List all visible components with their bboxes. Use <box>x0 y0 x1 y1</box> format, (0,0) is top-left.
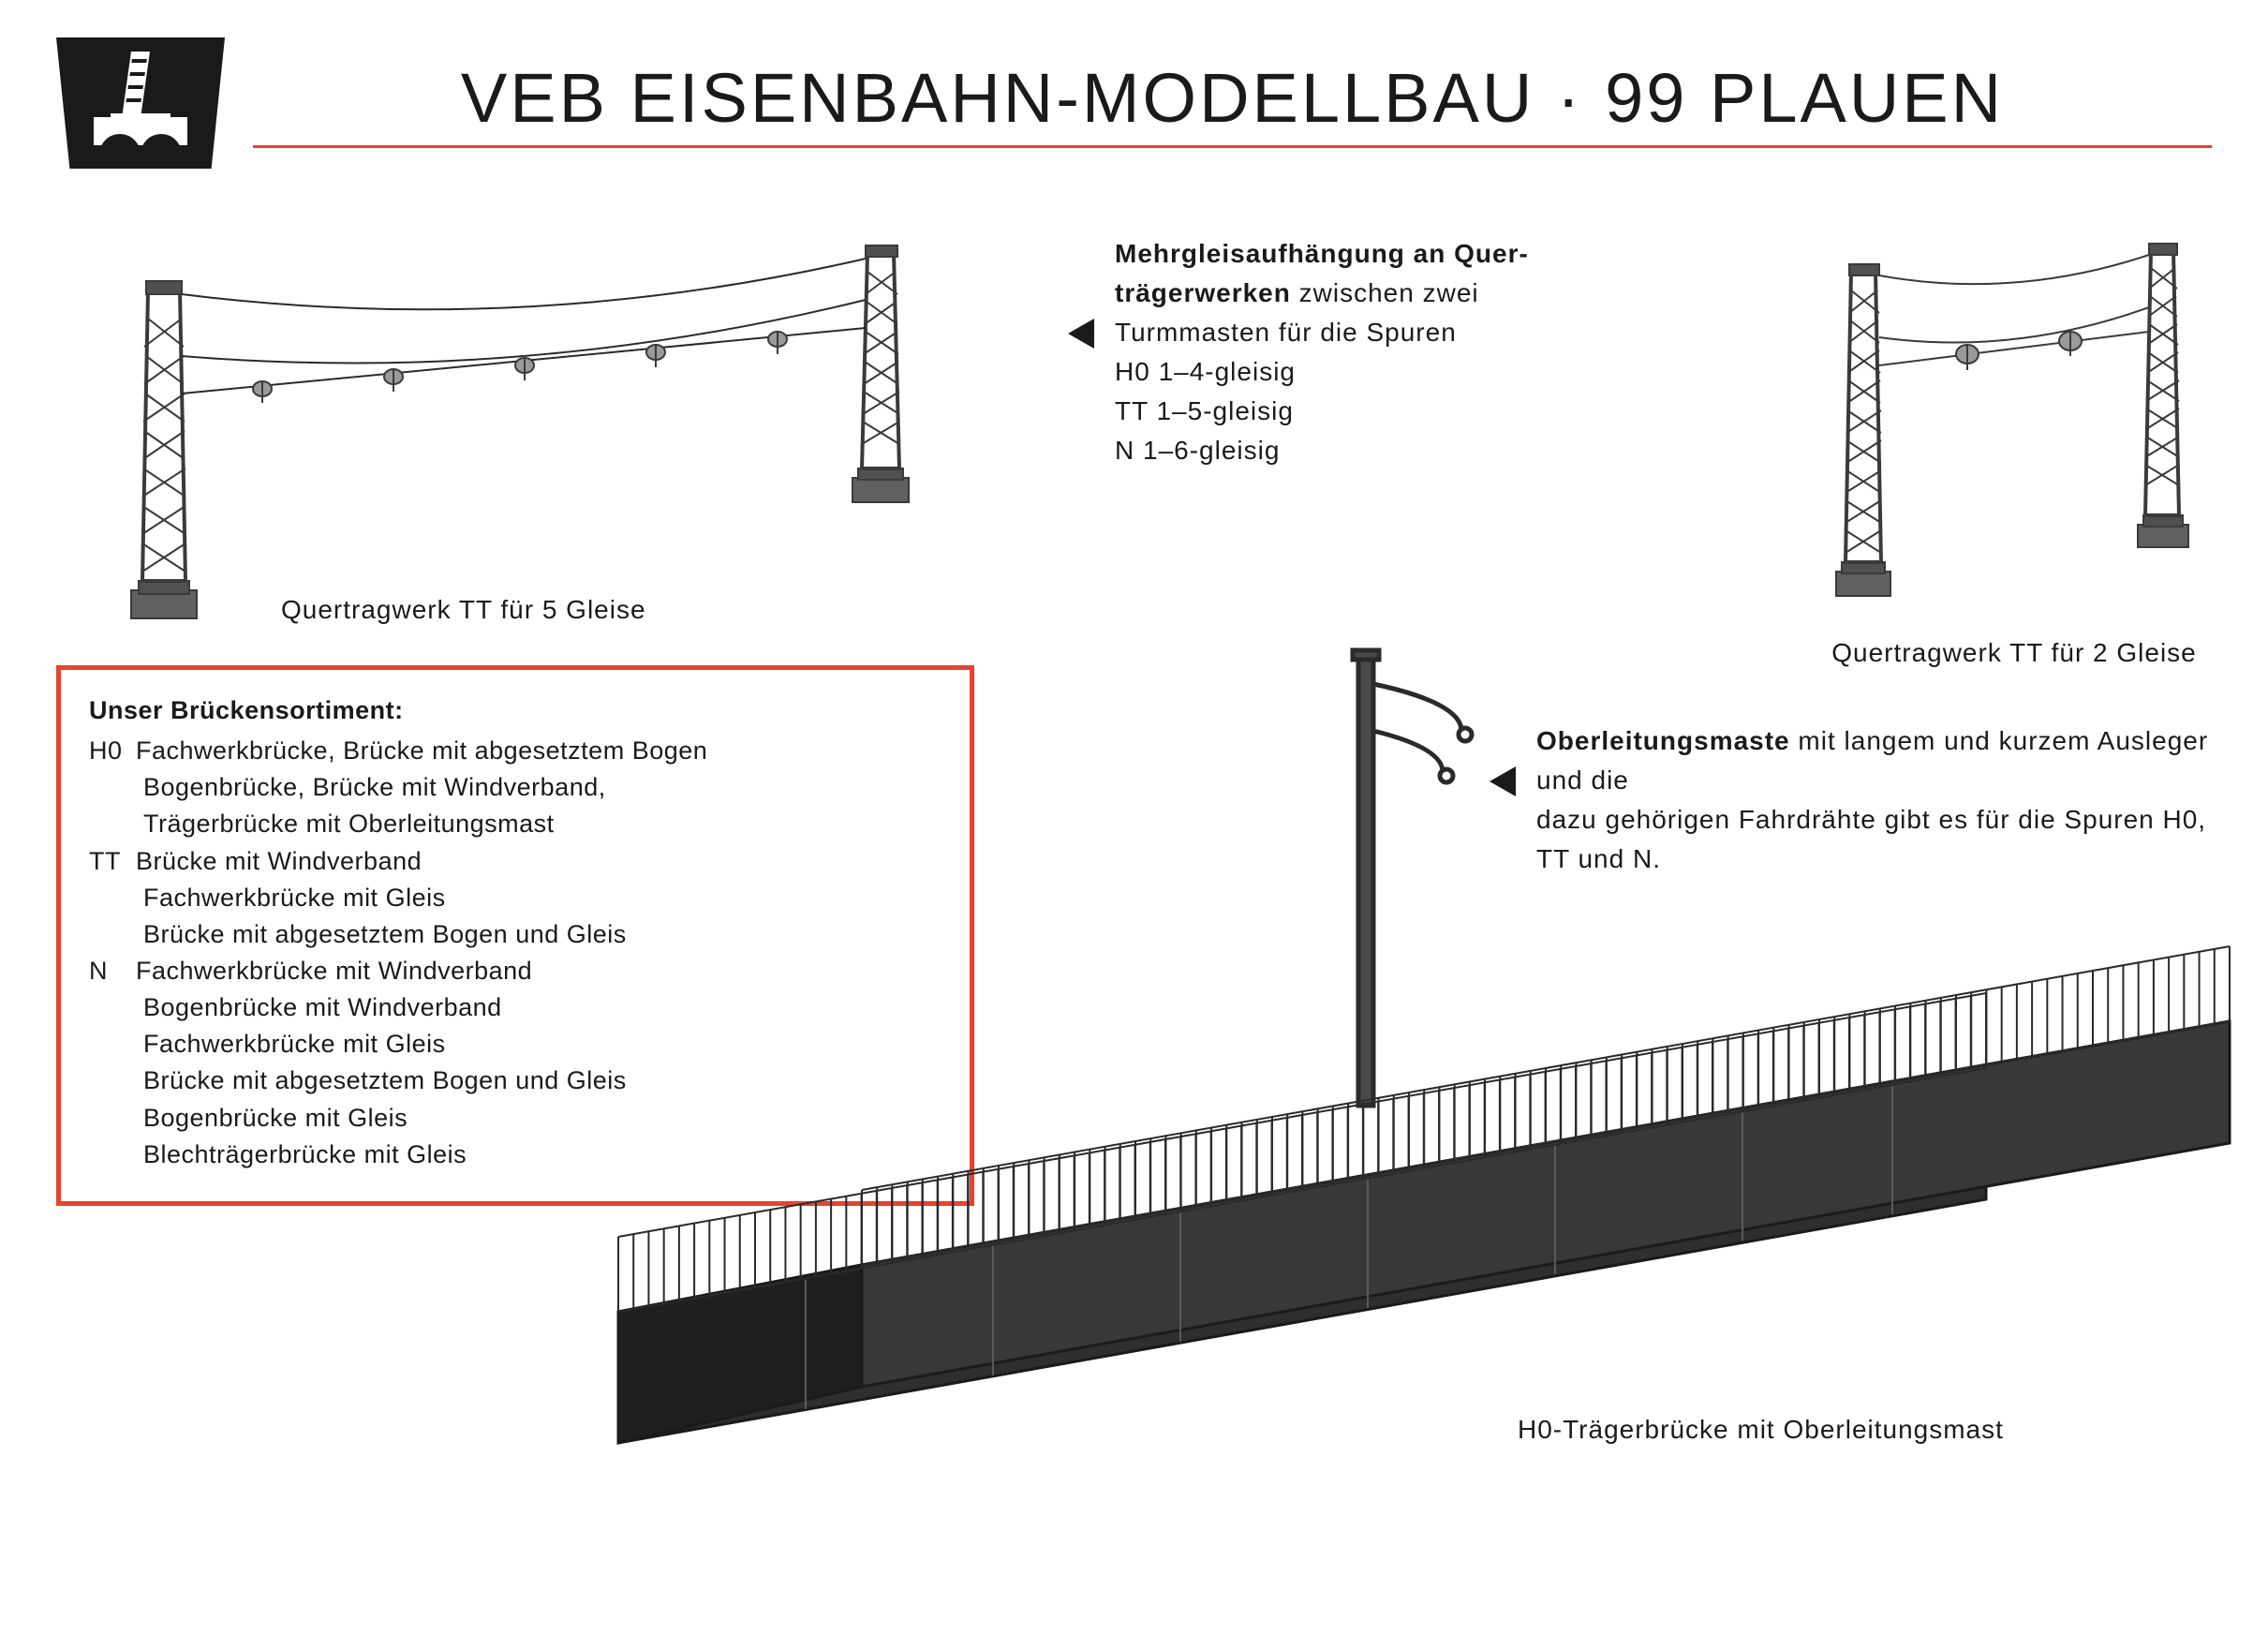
caption-bridge: H0-Trägerbrücke mit Oberleitungsmast <box>1518 1415 2004 1445</box>
logo-icon <box>56 37 225 169</box>
page-header: VEB EISENBAHN-MODELLBAU · 99 PLAUEN <box>56 37 2212 169</box>
figure-bridge <box>562 543 2248 1466</box>
text-mehrgleis: Mehrgleisaufhängung an Quer- trägerwerke… <box>1115 234 1639 470</box>
title-rule <box>253 145 2212 148</box>
pointer-triangle-icon <box>1068 319 1094 349</box>
page-title: VEB EISENBAHN-MODELLBAU · 99 PLAUEN <box>253 58 2212 138</box>
